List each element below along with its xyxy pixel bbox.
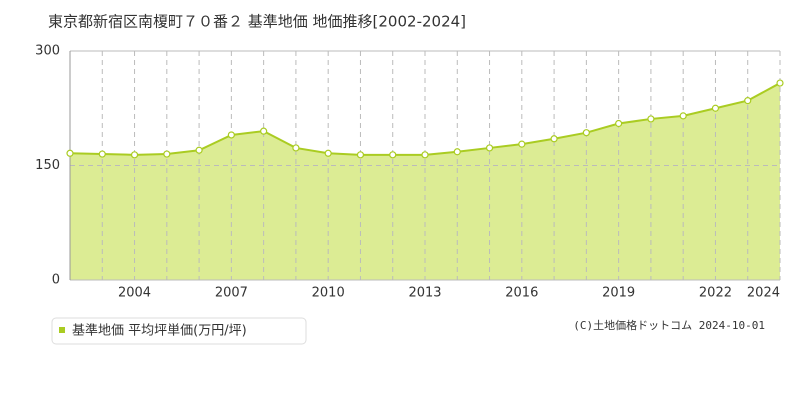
point: [130, 151, 139, 159]
x-tick-label: 2007: [215, 286, 248, 301]
point: [227, 131, 235, 139]
x-tick-label: 2004: [118, 286, 151, 301]
point: [324, 149, 332, 157]
point: [744, 97, 752, 105]
x-tick-label: 2022: [699, 286, 732, 301]
x-tick-label: 2010: [312, 286, 345, 301]
point: [776, 79, 784, 87]
point: [647, 115, 655, 123]
point: [421, 151, 429, 159]
point: [550, 135, 558, 143]
y-tick-label: 300: [35, 44, 60, 59]
point: [389, 151, 397, 159]
point: [66, 149, 74, 157]
chart-title: 東京都新宿区南榎町７０番２ 基準地価 地価推移[2002-2024]: [48, 13, 466, 31]
point: [679, 112, 687, 120]
x-tick-label: 2024: [747, 286, 780, 301]
x-tick-label: 2013: [408, 286, 441, 301]
legend-box: [51, 317, 307, 345]
legend-swatch: [59, 327, 65, 333]
point: [292, 144, 300, 152]
point: [163, 150, 171, 158]
point: [711, 104, 720, 112]
point: [485, 144, 494, 152]
point: [518, 140, 526, 148]
point: [98, 150, 106, 158]
y-tick-label: 0: [52, 273, 60, 288]
x-tick-label: 2019: [602, 286, 635, 301]
point: [356, 151, 365, 159]
point: [195, 146, 203, 154]
y-tick-label: 150: [35, 158, 60, 173]
point: [582, 129, 590, 137]
point: [453, 148, 461, 156]
point: [260, 127, 268, 135]
point: [615, 119, 623, 128]
copyright: (C)土地価格ドットコム 2024-10-01: [573, 318, 765, 332]
x-tick-label: 2016: [505, 286, 538, 301]
legend-label: 基準地価 平均坪単価(万円/坪): [72, 323, 247, 339]
